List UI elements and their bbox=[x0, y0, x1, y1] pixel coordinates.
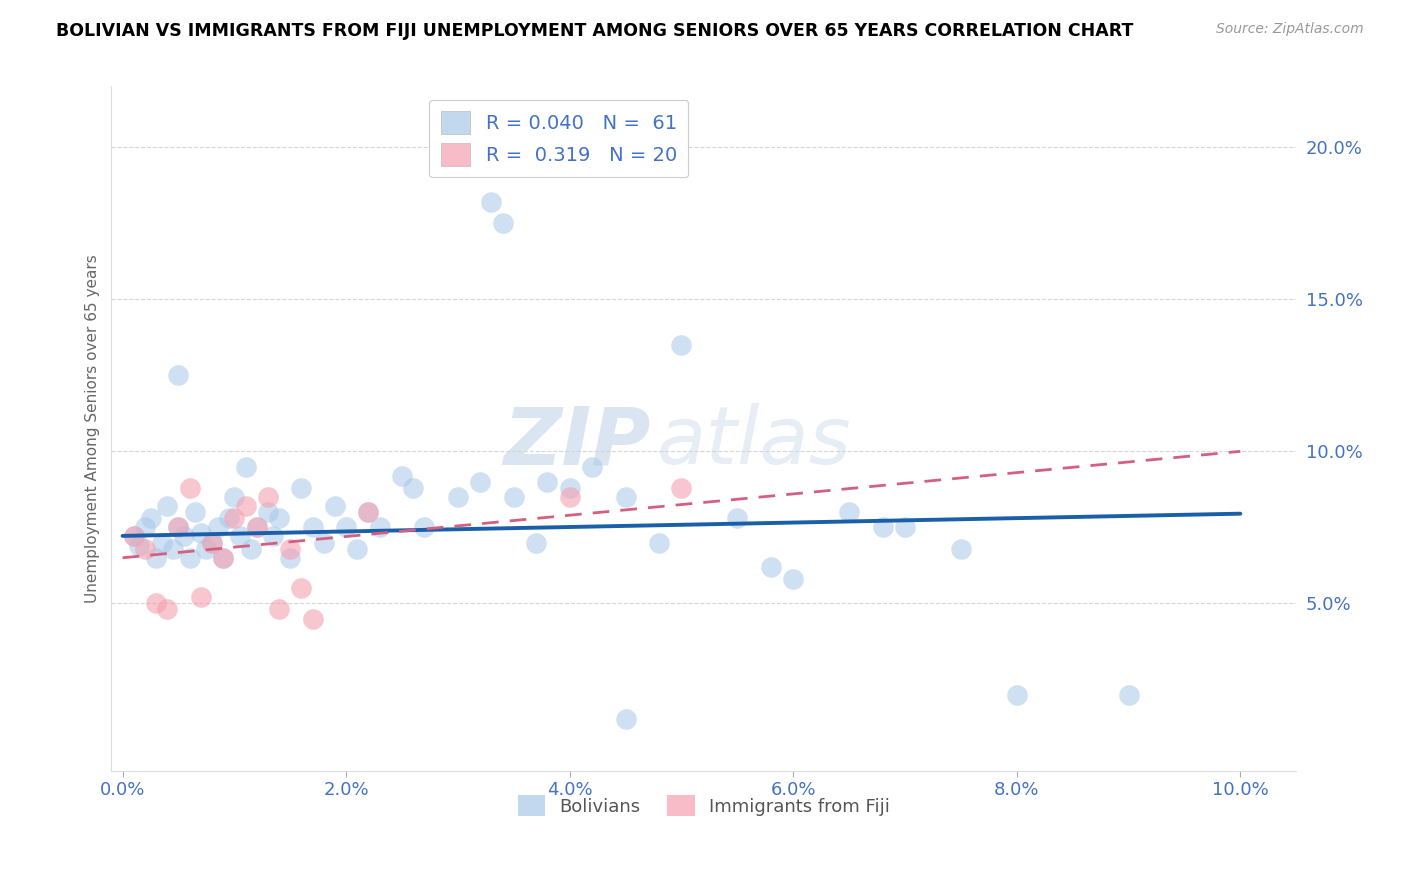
Point bbox=[278, 541, 301, 556]
Point bbox=[301, 520, 323, 534]
Point bbox=[671, 338, 693, 352]
Point bbox=[212, 550, 235, 565]
Point bbox=[725, 511, 748, 525]
Point bbox=[201, 535, 224, 549]
Point bbox=[759, 560, 782, 574]
Point bbox=[558, 490, 581, 504]
Point bbox=[167, 520, 190, 534]
Point bbox=[212, 550, 235, 565]
Point bbox=[838, 505, 860, 519]
Point bbox=[257, 490, 280, 504]
Point bbox=[502, 490, 524, 504]
Point bbox=[301, 612, 323, 626]
Point bbox=[229, 529, 252, 543]
Point bbox=[491, 216, 513, 230]
Point bbox=[1005, 688, 1028, 702]
Point bbox=[145, 596, 167, 610]
Point bbox=[413, 520, 436, 534]
Point bbox=[207, 520, 229, 534]
Point bbox=[162, 541, 184, 556]
Point bbox=[235, 459, 257, 474]
Point bbox=[782, 572, 804, 586]
Point bbox=[648, 535, 671, 549]
Point bbox=[240, 541, 263, 556]
Point bbox=[190, 591, 212, 605]
Point bbox=[224, 511, 246, 525]
Point bbox=[145, 550, 167, 565]
Point bbox=[128, 539, 150, 553]
Point bbox=[122, 529, 145, 543]
Point bbox=[290, 581, 312, 595]
Point bbox=[224, 490, 246, 504]
Y-axis label: Unemployment Among Seniors over 65 years: Unemployment Among Seniors over 65 years bbox=[86, 254, 100, 603]
Point bbox=[156, 602, 179, 616]
Point bbox=[1118, 688, 1140, 702]
Text: Source: ZipAtlas.com: Source: ZipAtlas.com bbox=[1216, 22, 1364, 37]
Point bbox=[179, 550, 201, 565]
Point bbox=[357, 505, 380, 519]
Point bbox=[122, 529, 145, 543]
Text: ZIP: ZIP bbox=[503, 403, 651, 481]
Point bbox=[536, 475, 558, 489]
Point bbox=[167, 520, 190, 534]
Point bbox=[470, 475, 492, 489]
Point bbox=[134, 520, 156, 534]
Point bbox=[312, 535, 335, 549]
Point bbox=[167, 368, 190, 383]
Point bbox=[524, 535, 547, 549]
Point bbox=[481, 194, 503, 209]
Point bbox=[581, 459, 603, 474]
Point bbox=[267, 602, 290, 616]
Point bbox=[235, 499, 257, 513]
Point bbox=[949, 541, 972, 556]
Point bbox=[402, 481, 425, 495]
Point bbox=[263, 529, 285, 543]
Point bbox=[218, 511, 240, 525]
Point bbox=[150, 535, 173, 549]
Point bbox=[872, 520, 894, 534]
Point bbox=[139, 511, 162, 525]
Point bbox=[201, 535, 224, 549]
Point bbox=[184, 505, 207, 519]
Point bbox=[894, 520, 917, 534]
Point bbox=[134, 541, 156, 556]
Point bbox=[173, 529, 195, 543]
Point bbox=[278, 550, 301, 565]
Text: atlas: atlas bbox=[657, 403, 851, 481]
Point bbox=[246, 520, 269, 534]
Point bbox=[257, 505, 280, 519]
Point bbox=[195, 541, 218, 556]
Point bbox=[671, 481, 693, 495]
Point bbox=[614, 490, 637, 504]
Point bbox=[447, 490, 470, 504]
Point bbox=[246, 520, 269, 534]
Point bbox=[391, 468, 413, 483]
Point bbox=[335, 520, 357, 534]
Legend: Bolivians, Immigrants from Fiji: Bolivians, Immigrants from Fiji bbox=[510, 788, 897, 823]
Point bbox=[267, 511, 290, 525]
Point bbox=[558, 481, 581, 495]
Point bbox=[357, 505, 380, 519]
Point bbox=[323, 499, 346, 513]
Point bbox=[346, 541, 368, 556]
Text: BOLIVIAN VS IMMIGRANTS FROM FIJI UNEMPLOYMENT AMONG SENIORS OVER 65 YEARS CORREL: BOLIVIAN VS IMMIGRANTS FROM FIJI UNEMPLO… bbox=[56, 22, 1133, 40]
Point bbox=[290, 481, 312, 495]
Point bbox=[368, 520, 391, 534]
Point bbox=[190, 526, 212, 541]
Point bbox=[156, 499, 179, 513]
Point bbox=[614, 712, 637, 726]
Point bbox=[179, 481, 201, 495]
